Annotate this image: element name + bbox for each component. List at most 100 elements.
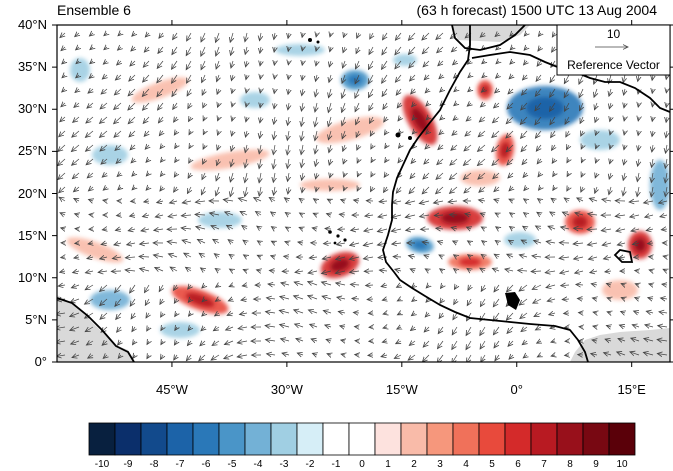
wind-arrow bbox=[268, 284, 276, 285]
wind-arrow bbox=[480, 340, 486, 349]
wind-arrow bbox=[218, 131, 220, 135]
wind-arrow bbox=[172, 60, 178, 69]
wind-arrow bbox=[330, 47, 331, 52]
wind-arrow bbox=[170, 267, 178, 271]
wind-arrow bbox=[230, 32, 233, 42]
wind-arrow bbox=[438, 340, 444, 349]
wind-arrow bbox=[532, 284, 542, 290]
wind-arrow bbox=[397, 313, 401, 315]
wind-arrow bbox=[505, 269, 514, 271]
wind-arrow bbox=[147, 355, 149, 359]
wind-arrow bbox=[438, 61, 444, 66]
wind-arrow bbox=[114, 102, 122, 110]
wind-arrow bbox=[588, 257, 598, 259]
wind-arrow bbox=[643, 352, 654, 355]
wind-arrow bbox=[605, 339, 612, 341]
wind-arrow bbox=[589, 198, 598, 201]
wind-arrow bbox=[322, 257, 332, 259]
wind-arrow bbox=[384, 131, 387, 135]
wind-arrow bbox=[410, 269, 415, 271]
wind-arrow bbox=[550, 327, 555, 328]
wind-arrow bbox=[534, 241, 542, 244]
wind-arrow bbox=[181, 215, 192, 216]
wind-arrow bbox=[58, 172, 66, 180]
wind-arrow bbox=[479, 117, 486, 122]
wind-arrow bbox=[621, 311, 625, 313]
wind-arrow bbox=[159, 33, 163, 38]
wind-arrow bbox=[368, 60, 374, 69]
wind-arrow bbox=[644, 339, 654, 342]
wind-arrow bbox=[451, 47, 458, 52]
wind-arrow bbox=[76, 47, 79, 50]
wind-arrow bbox=[619, 257, 626, 258]
wind-arrow bbox=[228, 240, 233, 243]
wind-arrow bbox=[257, 226, 261, 229]
wind-arrow bbox=[382, 60, 388, 69]
wind-arrow bbox=[631, 229, 640, 231]
wind-arrow bbox=[493, 172, 500, 179]
wind-arrow bbox=[104, 47, 107, 50]
wind-arrow bbox=[524, 187, 527, 191]
wind-arrow bbox=[412, 299, 415, 301]
wind-arrow bbox=[302, 75, 303, 80]
wind-arrow bbox=[510, 213, 513, 215]
wind-arrow bbox=[88, 243, 93, 244]
wind-arrow bbox=[550, 74, 556, 83]
wind-arrow bbox=[174, 173, 177, 177]
wind-arrow bbox=[114, 130, 122, 137]
wind-arrow bbox=[645, 325, 654, 327]
wind-arrow bbox=[623, 186, 625, 196]
wind-arrow bbox=[71, 341, 80, 344]
wind-arrow bbox=[624, 103, 625, 108]
wind-arrow bbox=[634, 311, 639, 313]
wind-arrow bbox=[357, 187, 359, 191]
wind-arrow bbox=[117, 61, 121, 65]
wind-arrow bbox=[259, 158, 261, 169]
wind-arrow bbox=[218, 117, 219, 121]
wind-arrow bbox=[160, 145, 163, 149]
wind-arrow bbox=[481, 254, 485, 257]
wind-arrow bbox=[288, 33, 289, 38]
wind-arrow bbox=[408, 46, 416, 54]
wind-arrow bbox=[436, 186, 444, 194]
field-blob bbox=[190, 149, 270, 171]
wind-arrow bbox=[159, 284, 163, 292]
wind-arrow bbox=[371, 187, 374, 192]
wind-arrow bbox=[230, 269, 234, 271]
wind-arrow bbox=[146, 173, 149, 176]
wind-arrow bbox=[366, 285, 374, 286]
wind-arrow bbox=[519, 255, 528, 257]
wind-arrow bbox=[378, 215, 388, 217]
wind-arrow bbox=[609, 172, 611, 179]
wind-arrow bbox=[494, 187, 499, 192]
wind-arrow bbox=[232, 117, 233, 121]
wind-arrow bbox=[72, 130, 80, 137]
wind-arrow bbox=[60, 33, 65, 38]
wind-arrow bbox=[257, 241, 261, 243]
wind-arrow bbox=[308, 271, 318, 273]
wind-arrow bbox=[199, 253, 206, 257]
wind-arrow bbox=[454, 89, 457, 92]
wind-arrow bbox=[652, 117, 653, 121]
wind-arrow bbox=[535, 102, 542, 111]
wind-arrow bbox=[101, 243, 108, 245]
wind-arrow bbox=[311, 339, 318, 341]
wind-arrow bbox=[216, 285, 219, 287]
wind-arrow bbox=[576, 284, 584, 285]
reference-vector-box bbox=[556, 24, 671, 76]
wind-arrow bbox=[383, 313, 387, 314]
wind-arrow bbox=[396, 88, 401, 95]
wind-arrow bbox=[114, 116, 122, 124]
wind-arrow bbox=[382, 46, 388, 55]
wind-arrow bbox=[158, 46, 164, 53]
wind-arrow bbox=[60, 117, 66, 122]
colorbar-label: 1 bbox=[385, 459, 391, 470]
wind-arrow bbox=[187, 341, 191, 346]
wind-arrow bbox=[480, 103, 485, 107]
wind-arrow bbox=[325, 229, 332, 230]
wind-arrow bbox=[85, 298, 94, 304]
wind-arrow bbox=[580, 102, 584, 111]
wind-arrow bbox=[422, 242, 430, 243]
wind-arrow bbox=[649, 270, 653, 271]
wind-arrow bbox=[327, 214, 332, 215]
